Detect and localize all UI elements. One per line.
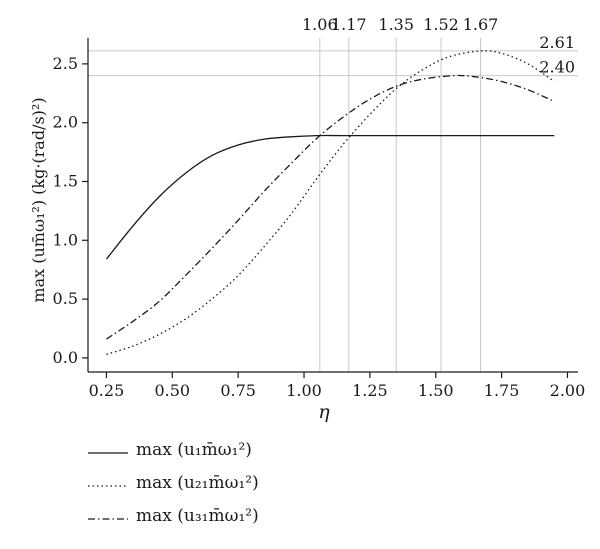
legend-swatch-dotted [88,485,128,487]
vline-label-4: 1.67 [463,15,499,34]
x-tick-label-2: 0.75 [220,381,256,400]
x-tick-label-1: 0.50 [154,381,190,400]
x-tick-label-3: 1.00 [286,381,322,400]
legend-item-series-2: max (u₂₁m̄ω₁²) [88,473,388,506]
legend: max (u₁m̄ω₁²) max (u₂₁m̄ω₁²) max (u₃₁m̄ω… [88,440,388,539]
y-tick-label-2: 1.0 [53,230,78,249]
legend-label-series-3: max (u₃₁m̄ω₁²) [136,506,259,526]
legend-item-series-3: max (u₃₁m̄ω₁²) [88,506,388,539]
y-tick-label-4: 2.0 [53,113,78,132]
legend-label-series-2: max (u₂₁m̄ω₁²) [136,473,259,493]
x-axis-title: η [318,401,330,423]
y-tick-label-1: 0.5 [53,289,78,308]
y-axis-title: max (um̄ω₁²) (kg·(rad/s)²) [29,97,48,302]
x-tick-label-5: 1.50 [418,381,454,400]
x-tick-label-7: 2.00 [550,381,586,400]
series-line-1 [105,134,555,260]
series-lines [105,50,555,355]
x-tick-label-6: 1.75 [484,381,520,400]
axes: 0.25 0.50 0.75 1.00 1.25 1.50 1.75 2.00 0.0 0.5 1.… [53,38,586,400]
legend-item-series-1: max (u₁m̄ω₁²) [88,440,388,473]
axis-labels: η max (um̄ω₁²) (kg·(rad/s)²) [29,97,330,423]
line-chart: 1.061.17 1.35 1.52 1.67 2.61 2.40 0.25 0.50 0.7… [29,15,586,423]
vline-label-3: 1.52 [423,15,459,34]
series-line-2 [106,50,555,355]
hline-label-1: 2.40 [539,58,575,77]
x-tick-label-4: 1.25 [352,381,388,400]
legend-swatch-solid [88,452,128,454]
vline-label-1: 1.17 [331,15,367,34]
y-tick-label-3: 1.5 [53,171,78,190]
series-line-3 [106,74,555,340]
legend-swatch-dashdot [88,518,128,520]
legend-label-series-1: max (u₁m̄ω₁²) [136,440,252,460]
y-tick-label-5: 2.5 [53,54,78,73]
reference-lines: 1.061.17 1.35 1.52 1.67 2.61 2.40 [88,15,578,372]
vline-label-2: 1.35 [378,15,414,34]
vline-label-0: 1.06 [302,15,338,34]
x-tick-label-0: 0.25 [89,381,125,400]
y-tick-label-0: 0.0 [53,348,78,367]
hline-label-0: 2.61 [539,33,575,52]
